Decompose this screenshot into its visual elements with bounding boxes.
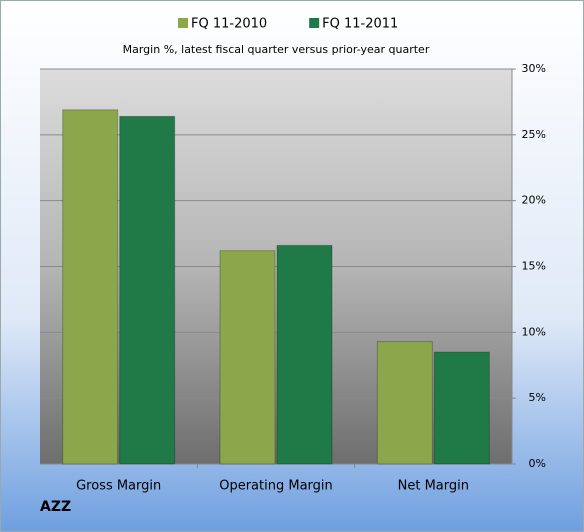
annotation: AZZ [40, 499, 71, 515]
legend-swatch [178, 18, 188, 28]
bar [433, 351, 490, 465]
bar [62, 109, 119, 465]
bar [376, 341, 433, 465]
bar [276, 244, 333, 465]
y-tick-label: 10% [522, 325, 546, 338]
legend-swatch [309, 18, 320, 28]
chart-title: Margin %, latest fiscal quarter versus p… [123, 43, 430, 56]
legend-label: FQ 11-2010 [191, 17, 267, 32]
x-tick-label: Gross Margin [76, 479, 161, 494]
y-tick-label: 30% [522, 62, 546, 75]
x-tick-label: Net Margin [398, 479, 469, 494]
legend-label: FQ 11-2011 [322, 17, 398, 32]
x-tick-label: Operating Margin [219, 479, 333, 494]
y-tick-label: 0% [529, 457, 546, 470]
y-tick-label: 20% [522, 194, 546, 207]
y-tick-label: 15% [522, 260, 546, 273]
y-tick-label: 5% [529, 391, 546, 404]
y-tick-label: 25% [522, 128, 546, 141]
bar [219, 250, 276, 465]
bar [119, 115, 176, 465]
